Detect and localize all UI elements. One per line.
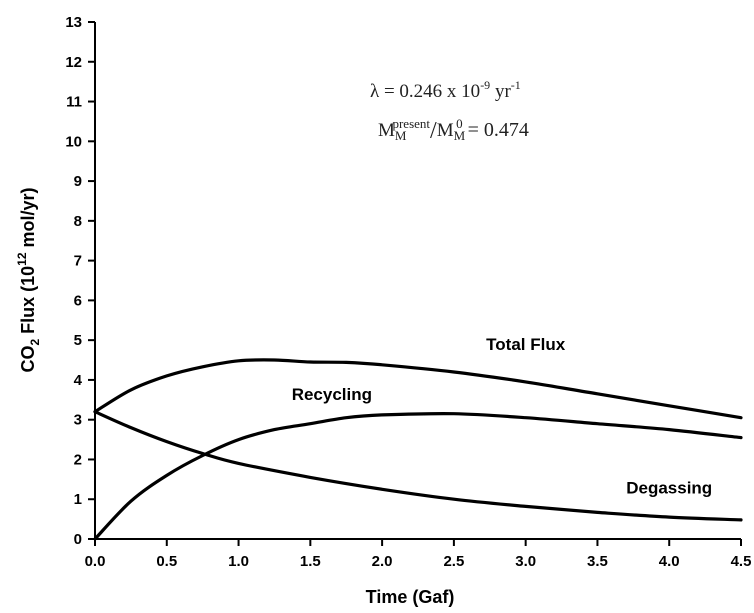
lambda-annotation: λ = 0.246 x 10-9 yr-1 (370, 78, 521, 102)
series-line-degassing (93, 410, 743, 522)
series-label-total-flux: Total Flux (486, 335, 566, 354)
y-tick-label: 1 (74, 491, 82, 508)
x-tick-label: 1.5 (300, 553, 321, 570)
x-tick-label: 1.0 (228, 553, 249, 570)
y-tick-label: 0 (74, 531, 82, 548)
y-tick-label: 12 (65, 54, 82, 71)
y-tick-label: 7 (74, 253, 82, 270)
y-tick-label: 8 (74, 213, 82, 230)
y-tick-label: 9 (74, 173, 82, 190)
y-tick-label: 4 (74, 372, 83, 389)
y-tick-label: 5 (74, 332, 82, 349)
x-axis-title: Time (Gaf) (366, 587, 455, 607)
series-line-recycling (93, 412, 743, 541)
series-label-recycling: Recycling (292, 385, 372, 404)
y-tick-label: 11 (66, 94, 82, 111)
y-tick-label: 13 (65, 14, 82, 31)
x-tick-label: 4.5 (731, 553, 752, 570)
x-tick-label: 2.5 (443, 553, 464, 570)
series-line-total-flux (93, 358, 743, 420)
x-tick-label: 2.0 (372, 553, 393, 570)
x-tick-label: 3.0 (515, 553, 536, 570)
y-tick-label: 2 (74, 451, 82, 468)
y-axis-title: CO2 Flux (1012 mol/yr) (15, 187, 42, 372)
x-tick-label: 4.0 (659, 553, 680, 570)
x-tick-label: 3.5 (587, 553, 608, 570)
series-label-degassing: Degassing (626, 478, 712, 497)
y-tick-label: 6 (74, 292, 82, 309)
y-tick-label: 3 (74, 412, 82, 429)
x-tick-label: 0.5 (156, 553, 177, 570)
x-tick-label: 0.0 (85, 553, 106, 570)
mass-ratio-annotation: MMpresent/MM0 = 0.474 (378, 116, 529, 144)
y-tick-label: 10 (65, 133, 82, 150)
